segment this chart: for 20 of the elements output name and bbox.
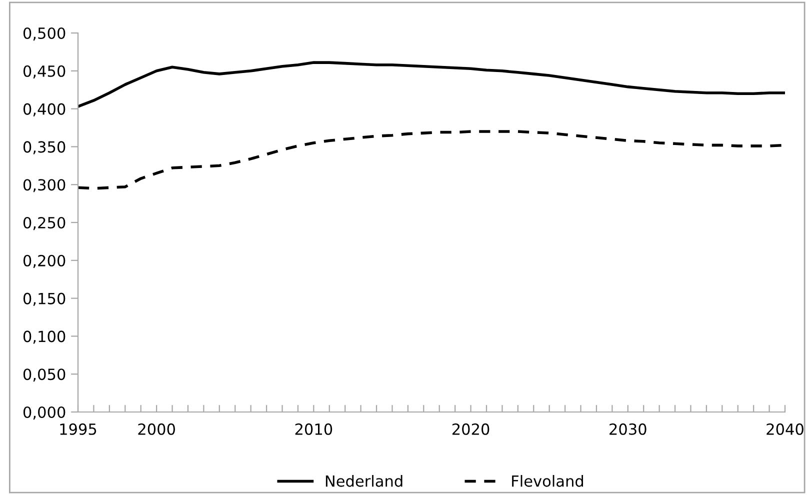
x-tick-label: 1995 (60, 423, 96, 435)
x-tick-label: 2020 (452, 423, 490, 435)
y-tick-label: 0,150 (23, 292, 66, 306)
y-tick-label: 0,200 (23, 254, 66, 268)
y-tick-label: 0,400 (23, 103, 66, 116)
line-series (78, 61, 785, 108)
y-tick-label: 0,000 (23, 406, 66, 420)
y-tick-label: 0,100 (23, 330, 66, 344)
y-tick-label: 0,250 (23, 216, 66, 230)
legend-label: Flevoland (512, 475, 583, 487)
x-tick-label: 2030 (610, 423, 646, 435)
legend-label: Nederland (326, 475, 402, 487)
x-tick-label: 2010 (295, 423, 332, 435)
y-tick-label: 0,050 (23, 368, 66, 382)
y-tick-label: 0,450 (23, 65, 66, 78)
y-tick-label: 0,500 (23, 27, 66, 41)
y-tick-label: 0,300 (23, 179, 66, 192)
y-tick-label: 0,350 (23, 141, 66, 154)
x-tick-label: 2040 (766, 423, 804, 435)
x-tick-label: 2000 (138, 423, 175, 435)
